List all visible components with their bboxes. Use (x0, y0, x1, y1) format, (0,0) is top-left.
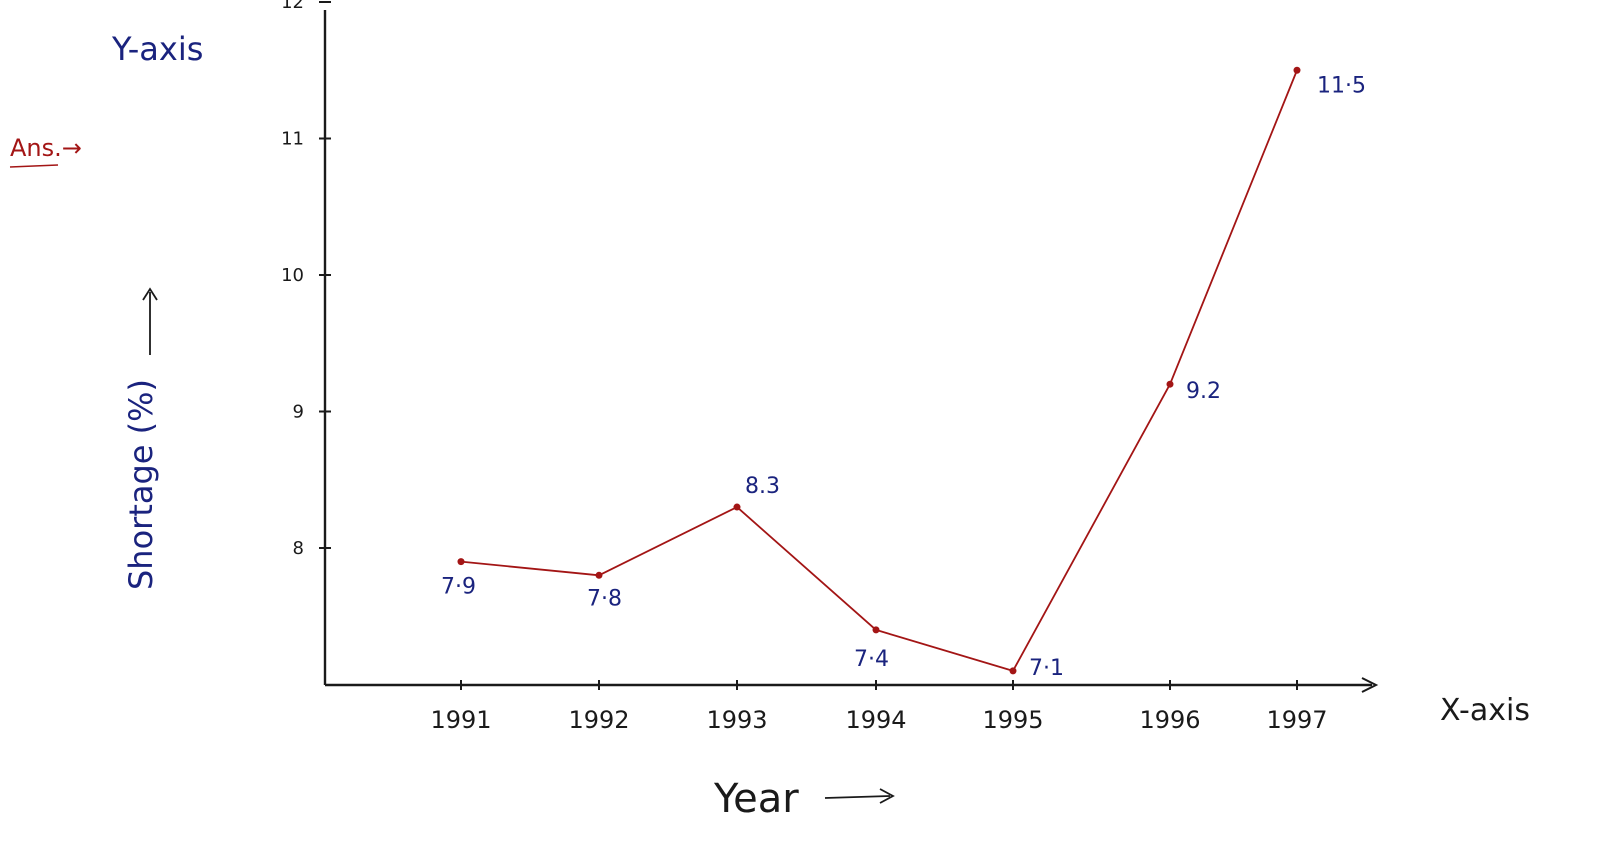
data-point (1166, 380, 1174, 388)
y-tick-label: 9 (293, 402, 304, 423)
answer-note-underline (9, 164, 59, 168)
data-label: 9.2 (1186, 379, 1221, 404)
x-tick-label: 1992 (568, 706, 629, 734)
y-ticks: 8 9 10 11 12 (281, 0, 331, 559)
data-point (595, 571, 603, 579)
data-label: 7·9 (441, 575, 476, 600)
y-tick-label: 12 (281, 0, 304, 13)
data-point (733, 503, 741, 511)
data-label: 7·8 (587, 586, 622, 611)
data-label: 11·5 (1317, 73, 1366, 98)
data-point (872, 626, 880, 634)
x-axis-title-arrow-icon (824, 788, 895, 804)
x-ticks: 1991 1992 1993 1994 1995 1996 1997 (430, 680, 1328, 734)
x-tick-label: 1997 (1266, 706, 1327, 734)
data-label: 7·4 (854, 647, 889, 672)
y-tick-label: 8 (293, 538, 304, 559)
x-axis-arrow-icon (1361, 677, 1379, 693)
x-tick-label: 1996 (1139, 706, 1200, 734)
y-axis-title: Shortage (%) (122, 379, 160, 590)
x-axis-caption: X-axis (1440, 693, 1530, 728)
x-tick-label: 1995 (982, 706, 1043, 734)
y-tick-label: 10 (281, 265, 304, 286)
data-label: 8.3 (745, 474, 780, 499)
x-tick-label: 1991 (430, 706, 491, 734)
data-point (1293, 66, 1301, 74)
y-tick-label: 11 (281, 129, 304, 150)
series: 7·9 7·8 8.3 7·4 7·1 9.2 11·5 (441, 66, 1366, 681)
data-point (457, 558, 465, 566)
answer-note: Ans.→ (10, 134, 82, 162)
data-label: 7·1 (1029, 656, 1064, 681)
y-axis-caption: Y-axis (111, 30, 203, 68)
data-point (1009, 667, 1017, 675)
x-axis-title: Year (713, 776, 799, 822)
series-line (460, 69, 1298, 672)
x-tick-label: 1994 (845, 706, 906, 734)
x-tick-label: 1993 (706, 706, 767, 734)
y-axis-title-arrow-icon (142, 287, 158, 355)
